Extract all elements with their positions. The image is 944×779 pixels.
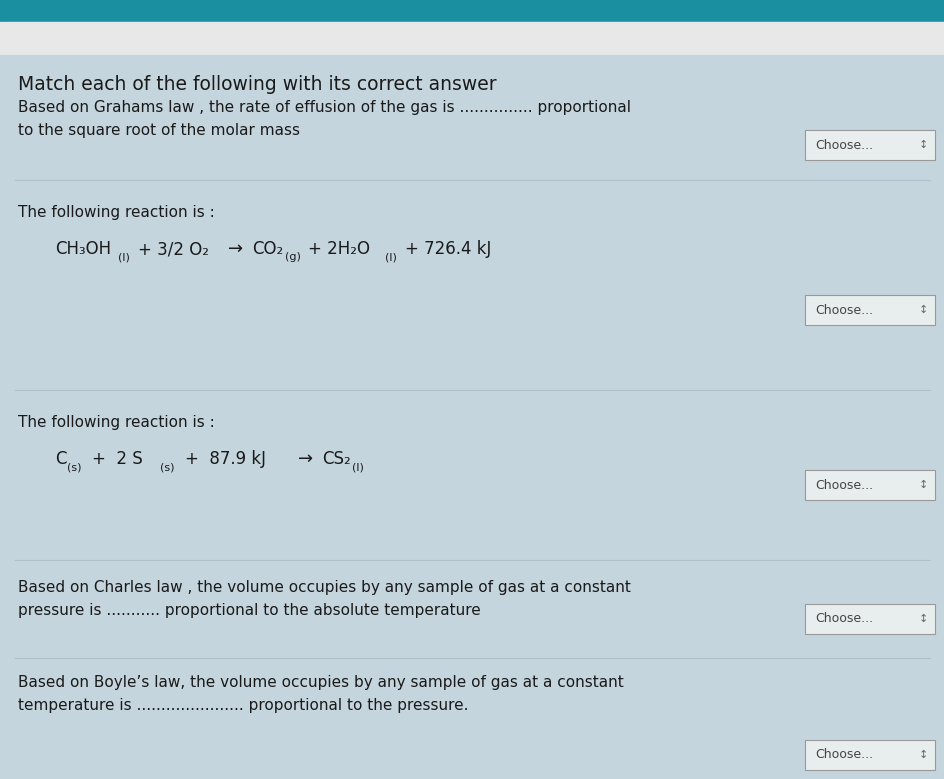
FancyBboxPatch shape bbox=[804, 470, 934, 500]
Text: The following reaction is :: The following reaction is : bbox=[18, 415, 214, 430]
Text: + 3/2 O₂: + 3/2 O₂ bbox=[138, 240, 209, 258]
Text: Choose...: Choose... bbox=[814, 304, 872, 316]
Text: ↕: ↕ bbox=[918, 305, 927, 315]
Text: Match each of the following with its correct answer: Match each of the following with its cor… bbox=[18, 75, 497, 94]
Text: + 2H₂O: + 2H₂O bbox=[308, 240, 370, 258]
Text: (g): (g) bbox=[285, 252, 300, 262]
Text: Choose...: Choose... bbox=[814, 478, 872, 492]
Text: CS₂: CS₂ bbox=[322, 450, 350, 468]
Text: temperature is ...................... proportional to the pressure.: temperature is ...................... pr… bbox=[18, 698, 468, 713]
Text: The following reaction is :: The following reaction is : bbox=[18, 205, 214, 220]
Text: + 726.4 kJ: + 726.4 kJ bbox=[405, 240, 491, 258]
Text: Based on Boyle’s law, the volume occupies by any sample of gas at a constant: Based on Boyle’s law, the volume occupie… bbox=[18, 675, 623, 690]
FancyBboxPatch shape bbox=[804, 604, 934, 634]
Text: (l): (l) bbox=[351, 462, 363, 472]
Text: +  87.9 kJ: + 87.9 kJ bbox=[185, 450, 265, 468]
Text: →: → bbox=[297, 450, 312, 468]
Text: ↕: ↕ bbox=[918, 140, 927, 150]
Text: (l): (l) bbox=[118, 252, 129, 262]
Text: CO₂: CO₂ bbox=[252, 240, 283, 258]
FancyBboxPatch shape bbox=[804, 130, 934, 160]
Text: (s): (s) bbox=[160, 462, 175, 472]
Text: →: → bbox=[228, 240, 243, 258]
Text: pressure is ........... proportional to the absolute temperature: pressure is ........... proportional to … bbox=[18, 603, 480, 618]
Text: +  2 S: + 2 S bbox=[92, 450, 143, 468]
Text: CH₃OH: CH₃OH bbox=[55, 240, 111, 258]
Text: C: C bbox=[55, 450, 66, 468]
Text: Choose...: Choose... bbox=[814, 139, 872, 151]
Text: (s): (s) bbox=[67, 462, 81, 472]
Text: ↕: ↕ bbox=[918, 750, 927, 760]
Text: Based on Grahams law , the rate of effusion of the gas is ............... propor: Based on Grahams law , the rate of effus… bbox=[18, 100, 631, 115]
Text: to the square root of the molar mass: to the square root of the molar mass bbox=[18, 123, 299, 138]
Text: Based on Charles law , the volume occupies by any sample of gas at a constant: Based on Charles law , the volume occupi… bbox=[18, 580, 631, 595]
Text: Choose...: Choose... bbox=[814, 749, 872, 762]
FancyBboxPatch shape bbox=[804, 740, 934, 770]
Text: (l): (l) bbox=[384, 252, 396, 262]
Text: ↕: ↕ bbox=[918, 480, 927, 490]
FancyBboxPatch shape bbox=[804, 295, 934, 325]
Text: ↕: ↕ bbox=[918, 614, 927, 624]
Text: Choose...: Choose... bbox=[814, 612, 872, 626]
